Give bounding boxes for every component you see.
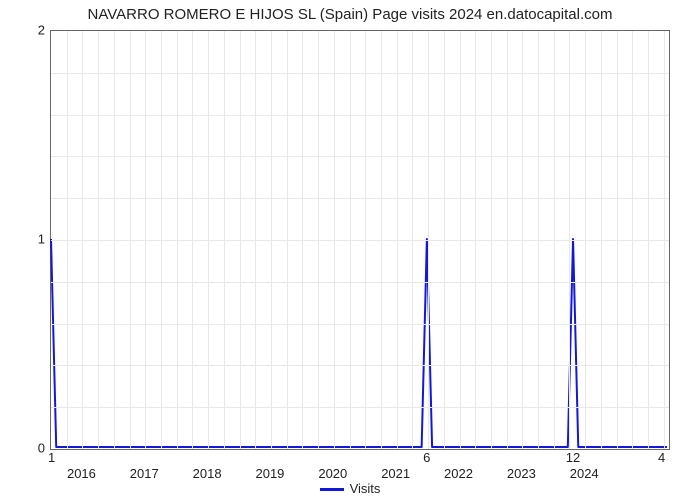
gridline-horizontal — [51, 324, 669, 325]
gridline-vertical — [145, 31, 146, 449]
gridline-vertical — [287, 31, 288, 449]
gridline-vertical — [67, 31, 68, 449]
gridline-horizontal — [51, 407, 669, 408]
x-axis-tick-label: 2021 — [381, 466, 410, 481]
y-axis-tick-label: 1 — [5, 232, 45, 247]
gridline-vertical — [255, 31, 256, 449]
gridline-horizontal — [51, 156, 669, 157]
gridline-vertical — [648, 31, 649, 449]
annotation-label: 1 — [48, 450, 55, 465]
gridline-horizontal — [51, 282, 669, 283]
legend-label: Visits — [350, 481, 381, 496]
gridline-vertical — [224, 31, 225, 449]
gridline-vertical — [664, 31, 665, 449]
gridline-vertical — [381, 31, 382, 449]
gridline-vertical — [507, 31, 508, 449]
chart-title: NAVARRO ROMERO E HIJOS SL (Spain) Page v… — [0, 6, 700, 23]
gridline-vertical — [177, 31, 178, 449]
x-axis-tick-label: 2017 — [130, 466, 159, 481]
gridline-vertical — [428, 31, 429, 449]
gridline-vertical — [491, 31, 492, 449]
gridline-vertical — [114, 31, 115, 449]
gridline-vertical — [460, 31, 461, 449]
gridline-vertical — [334, 31, 335, 449]
gridline-vertical — [365, 31, 366, 449]
gridline-vertical — [569, 31, 570, 449]
gridline-vertical — [412, 31, 413, 449]
y-axis-tick-label: 0 — [5, 441, 45, 456]
gridline-horizontal — [51, 73, 669, 74]
gridline-vertical — [98, 31, 99, 449]
gridline-vertical — [130, 31, 131, 449]
x-axis-tick-label: 2018 — [193, 466, 222, 481]
gridline-vertical — [208, 31, 209, 449]
x-axis-tick-label: 2016 — [67, 466, 96, 481]
gridline-vertical — [350, 31, 351, 449]
gridline-vertical — [522, 31, 523, 449]
annotation-label: 12 — [566, 450, 580, 465]
gridline-horizontal — [51, 240, 669, 241]
gridline-horizontal — [51, 115, 669, 116]
gridline-vertical — [302, 31, 303, 449]
gridline-vertical — [585, 31, 586, 449]
y-axis-tick-label: 2 — [5, 23, 45, 38]
gridline-vertical — [475, 31, 476, 449]
x-axis-tick-label: 2020 — [318, 466, 347, 481]
gridline-vertical — [161, 31, 162, 449]
gridline-vertical — [192, 31, 193, 449]
gridline-vertical — [554, 31, 555, 449]
gridline-vertical — [538, 31, 539, 449]
gridline-horizontal — [51, 365, 669, 366]
x-axis-tick-label: 2023 — [507, 466, 536, 481]
annotation-label: 4 — [658, 450, 665, 465]
annotation-label: 6 — [423, 450, 430, 465]
gridline-vertical — [397, 31, 398, 449]
gridline-vertical — [271, 31, 272, 449]
gridline-vertical — [601, 31, 602, 449]
gridline-horizontal — [51, 198, 669, 199]
x-axis-tick-label: 2024 — [570, 466, 599, 481]
gridline-vertical — [632, 31, 633, 449]
gridline-vertical — [82, 31, 83, 449]
legend-swatch — [320, 488, 344, 491]
gridline-vertical — [444, 31, 445, 449]
gridline-vertical — [617, 31, 618, 449]
gridline-vertical — [240, 31, 241, 449]
x-axis-tick-label: 2019 — [255, 466, 284, 481]
x-axis-tick-label: 2022 — [444, 466, 473, 481]
legend: Visits — [0, 481, 700, 496]
gridline-vertical — [318, 31, 319, 449]
plot-area — [50, 30, 670, 450]
